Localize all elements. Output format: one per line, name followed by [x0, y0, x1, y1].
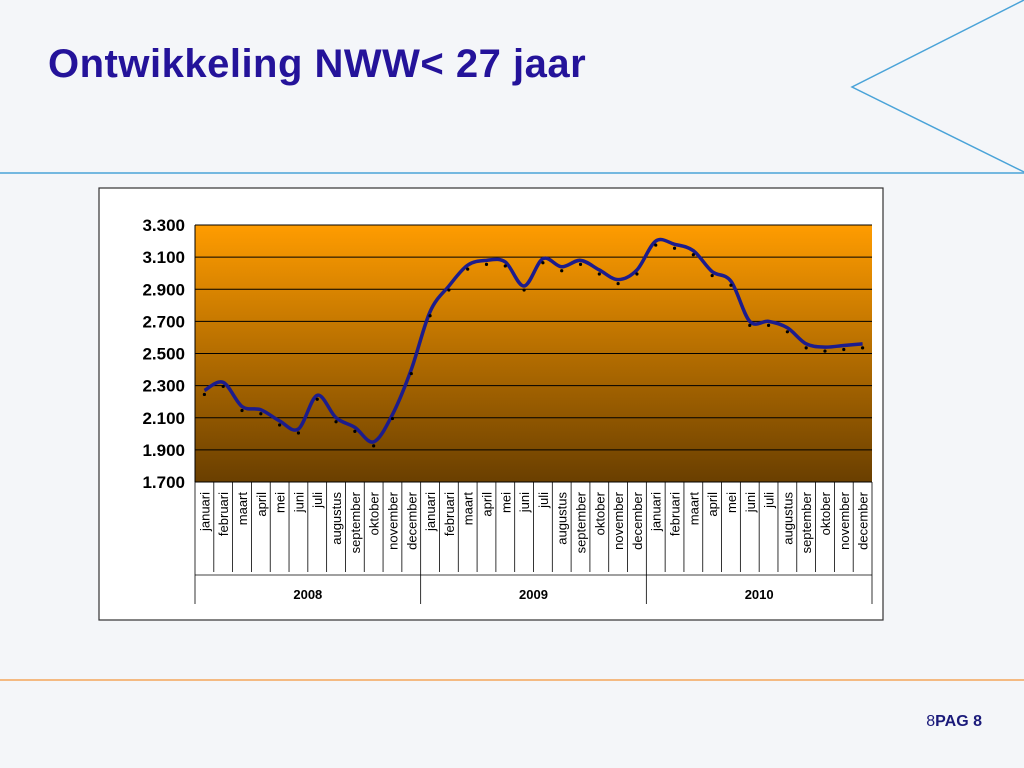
y-tick-label: 1.900 [142, 441, 185, 460]
data-point [748, 323, 752, 327]
data-point [503, 264, 507, 268]
group-label: 2010 [745, 587, 774, 602]
data-point [823, 349, 827, 353]
data-point [710, 273, 714, 278]
y-tick-label: 3.300 [142, 216, 185, 235]
x-tick-label: december [856, 491, 871, 549]
x-tick-label: augustus [780, 492, 795, 545]
y-tick-label: 3.100 [142, 248, 185, 267]
data-point [635, 272, 639, 276]
x-tick-label: november [611, 491, 626, 549]
data-point [428, 314, 432, 318]
x-tick-label: december [404, 491, 419, 549]
data-point [296, 431, 301, 435]
y-tick-label: 2.500 [142, 345, 185, 364]
data-point [390, 416, 395, 421]
series-line [203, 237, 863, 444]
x-tick-label: augustus [329, 492, 344, 545]
x-tick-label: januari [197, 492, 212, 532]
x-tick-label: maart [686, 492, 701, 526]
x-tick-label: juni [517, 492, 532, 513]
x-tick-label: november [837, 491, 852, 549]
data-point [315, 397, 319, 401]
data-point [616, 282, 620, 286]
x-tick-label: maart [235, 492, 250, 526]
data-point [766, 323, 771, 327]
x-tick-label: september [574, 491, 589, 553]
x-tick-label: mei [498, 492, 513, 513]
data-point [278, 423, 282, 427]
y-tick-label: 1.700 [142, 473, 185, 492]
data-point [522, 288, 526, 292]
data-point [240, 408, 244, 413]
y-tick-label: 2.300 [142, 377, 185, 396]
group-label: 2009 [519, 587, 548, 602]
data-point [541, 261, 545, 265]
x-tick-label: mei [724, 492, 739, 513]
data-point [860, 346, 865, 350]
slide-title: Ontwikkeling NWW< 27 jaar [48, 42, 587, 86]
data-point [672, 246, 677, 250]
data-point [578, 262, 583, 266]
x-tick-label: november [385, 491, 400, 549]
data-point [353, 429, 357, 433]
x-tick-label: oktober [818, 491, 833, 535]
x-tick-label: januari [423, 492, 438, 532]
x-tick-label: september [799, 491, 814, 553]
data-point [691, 253, 695, 257]
chevron [850, 0, 1024, 173]
x-tick-label: augustus [555, 492, 570, 545]
data-point [409, 371, 413, 376]
data-point [560, 269, 564, 273]
footer: 8PAG 8 [926, 713, 982, 731]
data-point [804, 346, 808, 350]
x-tick-label: oktober [367, 491, 382, 535]
data-point [484, 262, 489, 266]
data-point [259, 412, 263, 416]
data-point [842, 347, 846, 352]
x-tick-label: juni [743, 492, 758, 513]
x-tick-label: april [705, 492, 720, 517]
data-point [466, 267, 470, 271]
y-tick-label: 2.700 [142, 312, 185, 331]
data-point [202, 392, 207, 397]
page-number: 8 [926, 713, 936, 730]
page-label: PAG 8 [935, 713, 982, 730]
x-tick-label: februari [442, 492, 457, 536]
group-label: 2008 [293, 587, 322, 602]
data-point [654, 243, 658, 247]
data-point [447, 288, 451, 292]
x-tick-label: juli [310, 492, 325, 509]
x-tick-label: december [630, 491, 645, 549]
y-tick-label: 2.900 [142, 280, 185, 299]
x-tick-label: april [479, 492, 494, 517]
data-point [729, 283, 733, 287]
data-point [785, 330, 789, 334]
x-tick-label: september [348, 491, 363, 553]
data-point [334, 420, 338, 424]
x-tick-label: januari [649, 492, 664, 532]
x-tick-label: juli [762, 492, 777, 509]
x-tick-label: april [254, 492, 269, 517]
y-tick-label: 2.100 [142, 409, 185, 428]
x-tick-label: maart [461, 492, 476, 526]
x-tick-label: februari [216, 492, 231, 536]
data-point [372, 444, 376, 448]
data-point [221, 384, 225, 389]
x-tick-label: mei [273, 492, 288, 513]
x-tick-label: juni [291, 492, 306, 513]
x-tick-label: oktober [592, 491, 607, 535]
data-point [597, 272, 601, 276]
x-tick-label: februari [668, 492, 683, 536]
x-tick-label: juli [536, 492, 551, 509]
